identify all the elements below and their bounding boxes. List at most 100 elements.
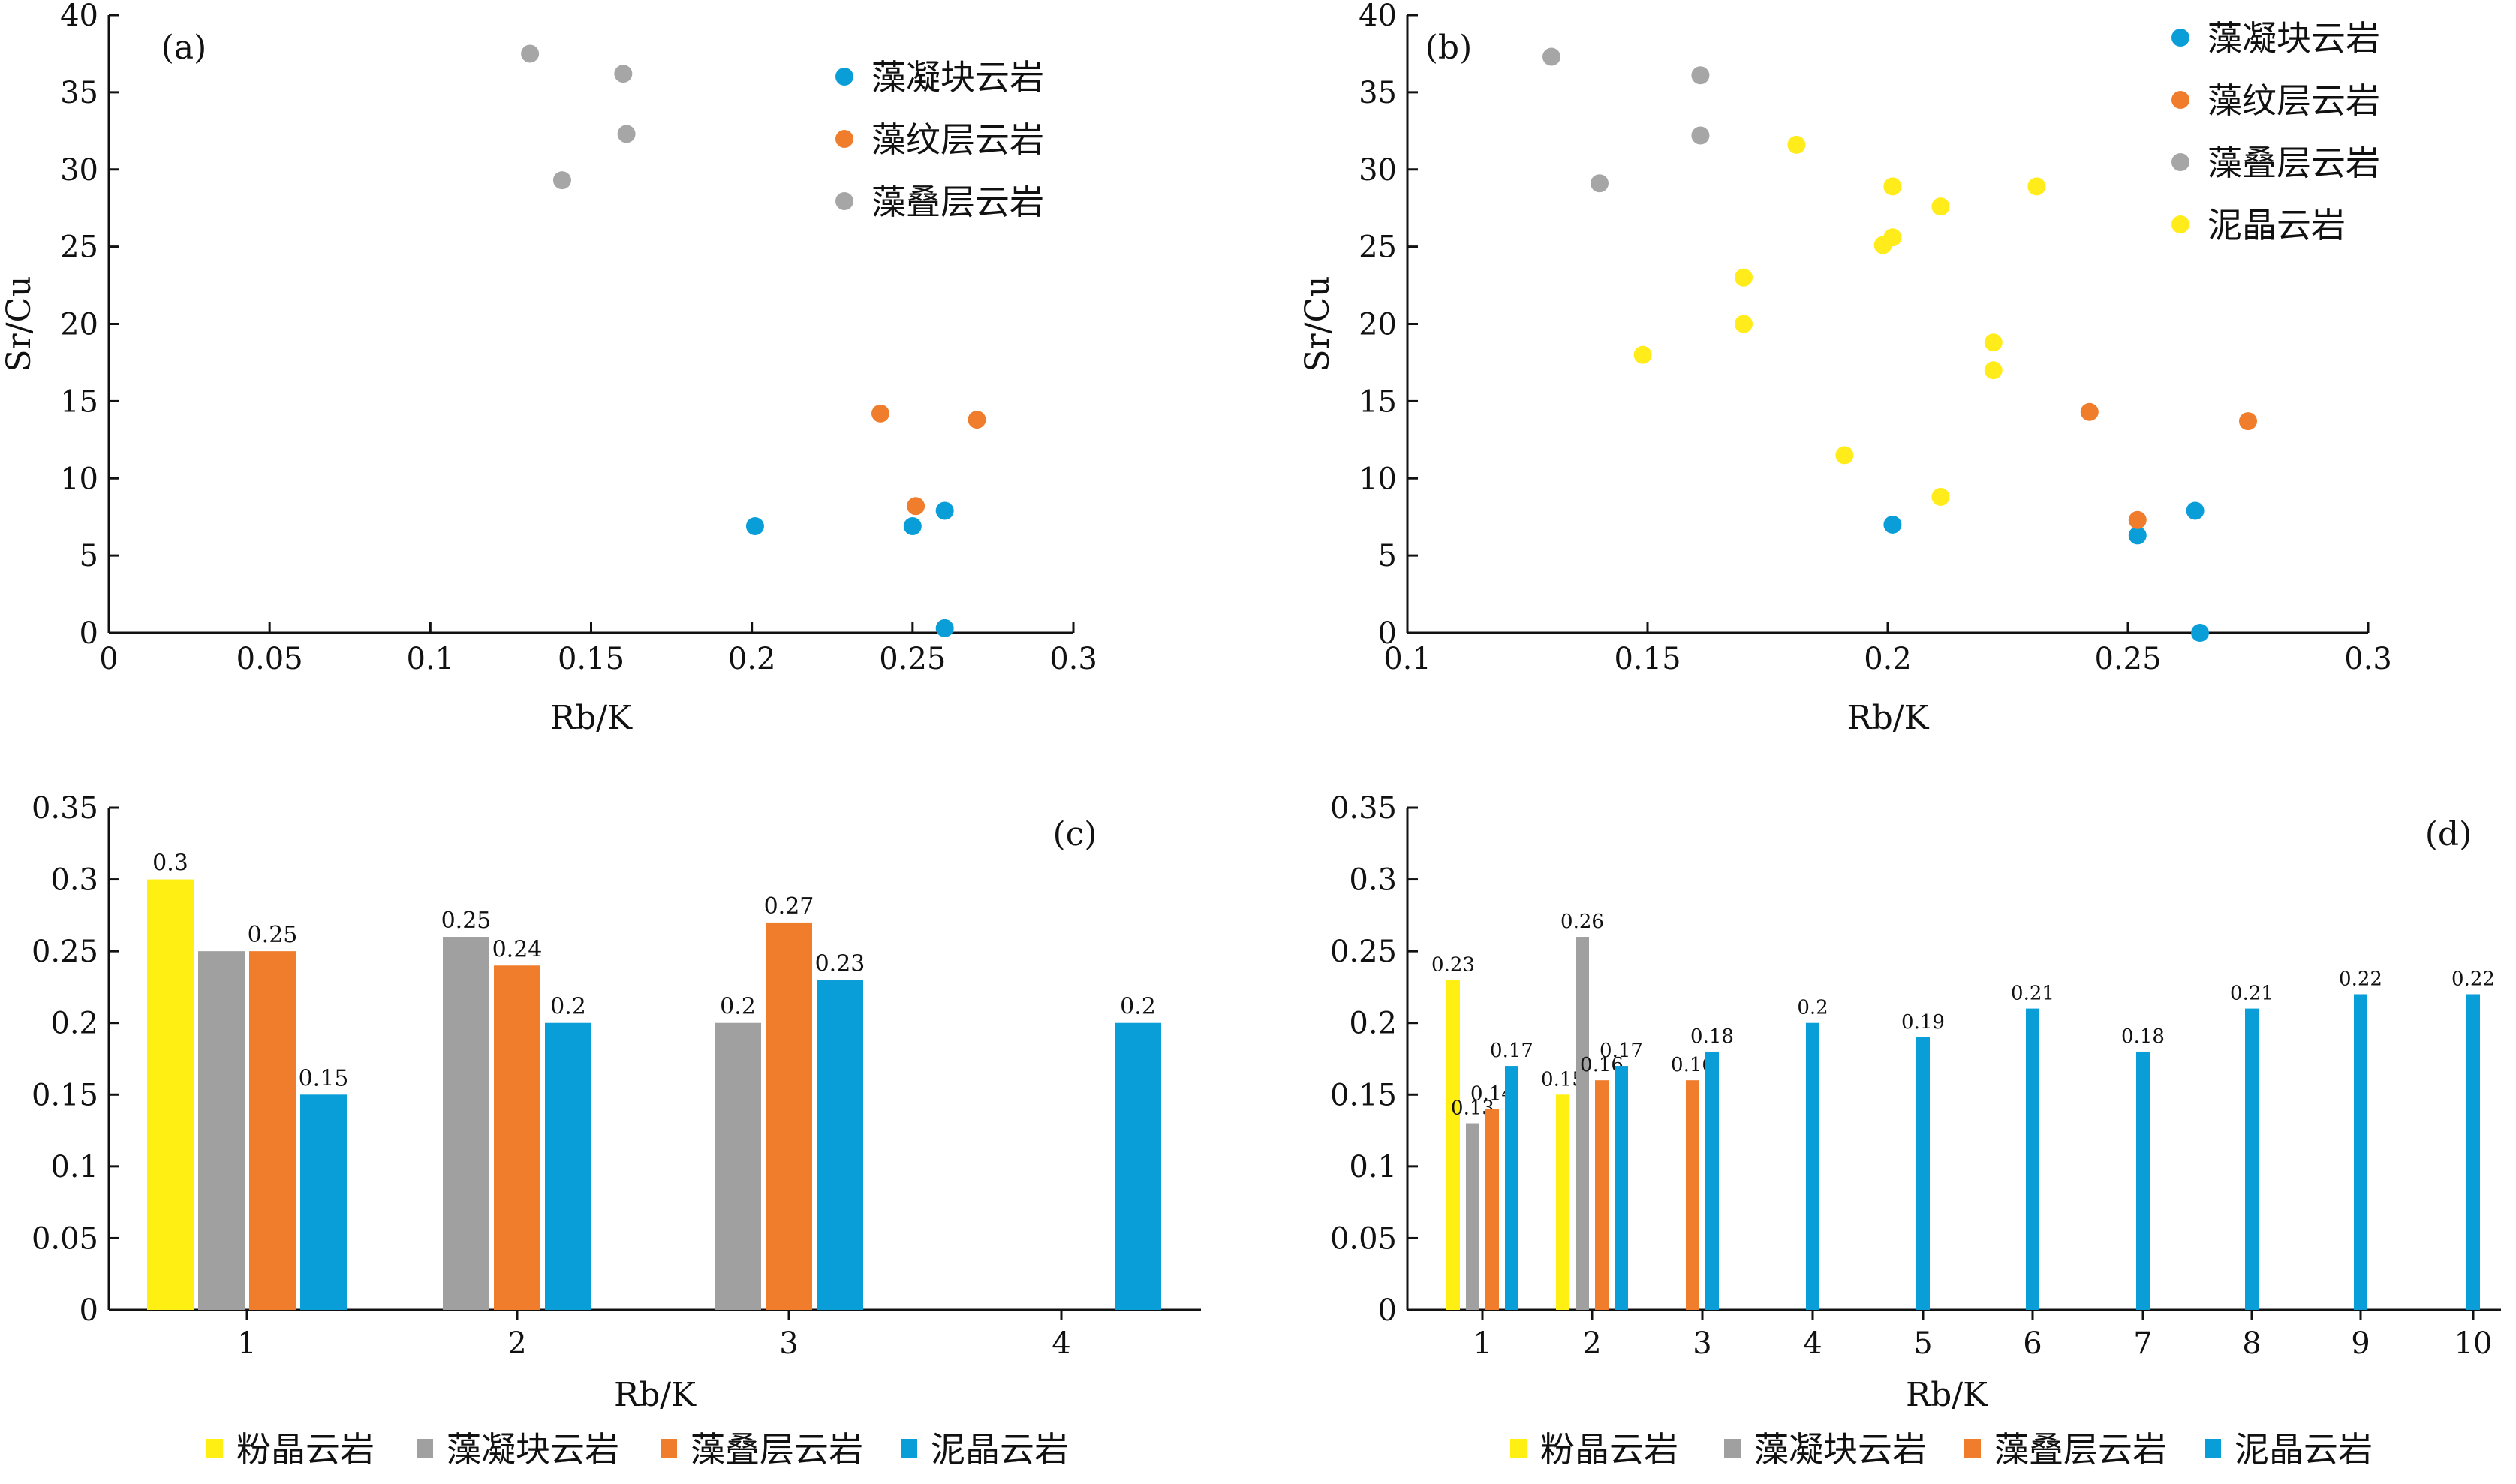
panel-label: (a) [161, 29, 207, 67]
x-axis-label: Rb/K [550, 699, 633, 737]
legend-label: 藻凝块云岩 [871, 57, 1044, 98]
chart-a: 0 5 10 15 20 25 30 35 40 0 0.05 0.1 0.15 0.2 0.25 0.3 Rb… [0, 0, 1097, 737]
data-label: 0.18 [1690, 1025, 1734, 1048]
data-point [935, 619, 954, 637]
bar [766, 922, 812, 1310]
y-tick-label: 40 [60, 0, 98, 33]
y-tick-label: 0.25 [32, 935, 98, 969]
legend-marker [417, 1439, 433, 1458]
panel-label: (d) [2425, 815, 2472, 853]
bar [1556, 1094, 1569, 1310]
chart-d: 0 0.05 0.1 0.15 0.2 0.25 0.3 0.35 1 2 3 4 5 6 7 8 9 10 Rb/… [1330, 791, 2501, 1470]
data-point [1883, 177, 1902, 196]
data-label: 0.19 [1901, 1011, 1945, 1034]
y-tick-label: 30 [60, 153, 98, 188]
data-point [2191, 624, 2209, 642]
data-label: 0.22 [2451, 968, 2495, 990]
y-tick-label: 0.05 [32, 1221, 98, 1256]
bar [1916, 1037, 1930, 1310]
bar [817, 980, 863, 1310]
data-point [1735, 315, 1753, 333]
y-tick-label: 0.3 [1349, 863, 1397, 898]
x-tick-label: 2 [1582, 1326, 1601, 1361]
data-label: 0.27 [764, 893, 814, 920]
legend-marker [2171, 215, 2189, 233]
data-point [1542, 47, 1560, 66]
data-point [2027, 177, 2046, 196]
x-tick-label: 2 [507, 1326, 526, 1361]
bar [1595, 1080, 1609, 1310]
panel-label: (c) [1053, 815, 1097, 853]
legend-label: 藻叠层云岩 [871, 182, 1044, 222]
y-tick-label: 25 [1359, 230, 1397, 265]
data-label: 0.15 [299, 1065, 349, 1091]
legend-label: 粉晶云岩 [1540, 1429, 1678, 1470]
bar [1615, 1066, 1628, 1310]
x-tick-label: 0.1 [407, 642, 455, 676]
data-point [1984, 333, 2003, 352]
data-label: 0.23 [815, 950, 865, 977]
y-tick-label: 0.35 [1330, 791, 1397, 826]
data-point [2128, 510, 2147, 529]
data-point [1691, 126, 1710, 145]
y-tick-label: 5 [1378, 539, 1397, 573]
data-point [1883, 515, 1902, 534]
data-label: 0.25 [248, 922, 298, 948]
data-point [907, 497, 925, 516]
bar [2466, 994, 2480, 1310]
bar [1686, 1080, 1699, 1310]
legend-label: 藻凝块云岩 [2208, 18, 2380, 59]
legend-marker [901, 1439, 917, 1458]
data-point [2128, 526, 2147, 545]
bar [1576, 937, 1589, 1310]
y-tick-label: 0 [80, 616, 98, 651]
data-point [1931, 487, 1950, 506]
data-point [1691, 66, 1710, 85]
data-point [1873, 236, 1892, 254]
legend-label: 藻叠层云岩 [2208, 143, 2380, 183]
y-tick-label: 35 [1359, 76, 1397, 110]
y-tick-label: 0.1 [50, 1150, 98, 1184]
y-tick-label: 0.15 [1330, 1078, 1397, 1112]
legend-label: 泥晶云岩 [2235, 1429, 2373, 1470]
legend-label: 藻叠层云岩 [691, 1429, 863, 1470]
legend-label: 藻凝块云岩 [447, 1429, 619, 1470]
bar [300, 1094, 347, 1310]
data-point [614, 65, 633, 83]
data-point [2239, 412, 2257, 431]
y-tick-label: 15 [1359, 384, 1397, 419]
x-tick-label: 5 [1913, 1326, 1932, 1361]
legend-label: 藻凝块云岩 [1754, 1429, 1927, 1470]
y-tick-label: 25 [60, 230, 98, 265]
y-tick-label: 10 [1359, 462, 1397, 496]
data-label: 0.17 [1490, 1040, 1533, 1062]
data-label: 0.21 [2230, 983, 2274, 1005]
bar [1115, 1022, 1161, 1310]
bar [2354, 994, 2367, 1310]
x-tick-label: 0.05 [236, 642, 303, 676]
data-point [1931, 197, 1950, 216]
legend-marker [1964, 1439, 1981, 1458]
y-tick-label: 0 [1378, 1293, 1397, 1328]
y-tick-label: 0 [80, 1293, 98, 1328]
x-tick-label: 3 [779, 1326, 798, 1361]
bar [1505, 1066, 1518, 1310]
bar [1485, 1109, 1499, 1310]
y-axis-label: Sr/Cu [0, 275, 38, 372]
data-point [1591, 174, 1609, 193]
y-tick-label: 0.35 [32, 791, 98, 826]
y-tick-label: 0 [1378, 616, 1397, 651]
legend-label: 粉晶云岩 [236, 1429, 375, 1470]
x-tick-label: 8 [2242, 1326, 2261, 1361]
y-tick-label: 20 [1359, 308, 1397, 342]
bar [1705, 1051, 1719, 1310]
data-point [871, 404, 889, 423]
legend-marker [2205, 1439, 2221, 1458]
data-point [1633, 345, 1652, 364]
x-tick-label: 1 [1473, 1326, 1491, 1361]
data-point [935, 501, 954, 520]
y-tick-label: 30 [1359, 153, 1397, 188]
x-tick-label: 0 [99, 642, 118, 676]
bar [494, 965, 540, 1310]
